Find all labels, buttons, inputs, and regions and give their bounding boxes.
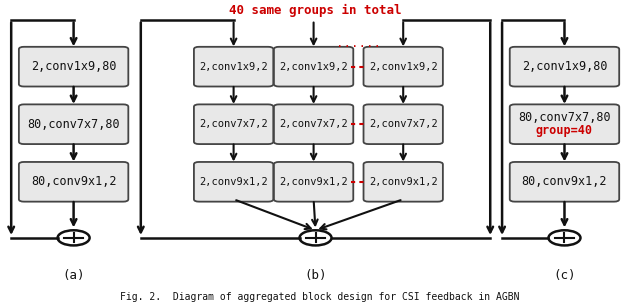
FancyBboxPatch shape: [274, 162, 353, 202]
FancyBboxPatch shape: [194, 104, 273, 144]
Text: 80,conv9x1,2: 80,conv9x1,2: [522, 175, 607, 188]
FancyBboxPatch shape: [19, 162, 128, 202]
Text: 2,conv1x9,80: 2,conv1x9,80: [31, 60, 116, 73]
Text: (b): (b): [304, 269, 327, 282]
Text: 80,conv7x7,80: 80,conv7x7,80: [518, 111, 611, 124]
Text: 2,conv9x1,2: 2,conv9x1,2: [279, 177, 348, 187]
FancyBboxPatch shape: [364, 104, 443, 144]
Text: (c): (c): [553, 269, 576, 282]
FancyBboxPatch shape: [509, 162, 620, 202]
Text: 2,conv7x7,2: 2,conv7x7,2: [279, 119, 348, 129]
Text: 2,conv7x7,2: 2,conv7x7,2: [369, 119, 438, 129]
Text: (a): (a): [62, 269, 85, 282]
FancyBboxPatch shape: [509, 104, 620, 144]
Text: ......: ......: [336, 38, 381, 50]
Text: 2,conv1x9,2: 2,conv1x9,2: [279, 62, 348, 72]
Text: 2,conv1x9,2: 2,conv1x9,2: [199, 62, 268, 72]
FancyBboxPatch shape: [509, 47, 620, 87]
Text: 80,conv9x1,2: 80,conv9x1,2: [31, 175, 116, 188]
Text: group=40: group=40: [536, 125, 593, 137]
FancyBboxPatch shape: [274, 104, 353, 144]
Text: 2,conv9x1,2: 2,conv9x1,2: [199, 177, 268, 187]
Text: 2,conv1x9,80: 2,conv1x9,80: [522, 60, 607, 73]
FancyBboxPatch shape: [19, 104, 128, 144]
Text: 80,conv7x7,80: 80,conv7x7,80: [28, 118, 120, 131]
FancyBboxPatch shape: [19, 47, 128, 87]
Text: Fig. 2.  Diagram of aggregated block design for CSI feedback in AGBN: Fig. 2. Diagram of aggregated block desi…: [120, 292, 520, 302]
FancyBboxPatch shape: [194, 162, 273, 202]
Text: 2,conv1x9,2: 2,conv1x9,2: [369, 62, 438, 72]
FancyBboxPatch shape: [194, 47, 273, 87]
FancyBboxPatch shape: [364, 47, 443, 87]
FancyBboxPatch shape: [274, 47, 353, 87]
Text: 2,conv7x7,2: 2,conv7x7,2: [199, 119, 268, 129]
FancyBboxPatch shape: [364, 162, 443, 202]
Text: 40 same groups in total: 40 same groups in total: [229, 4, 402, 17]
Text: 2,conv9x1,2: 2,conv9x1,2: [369, 177, 438, 187]
